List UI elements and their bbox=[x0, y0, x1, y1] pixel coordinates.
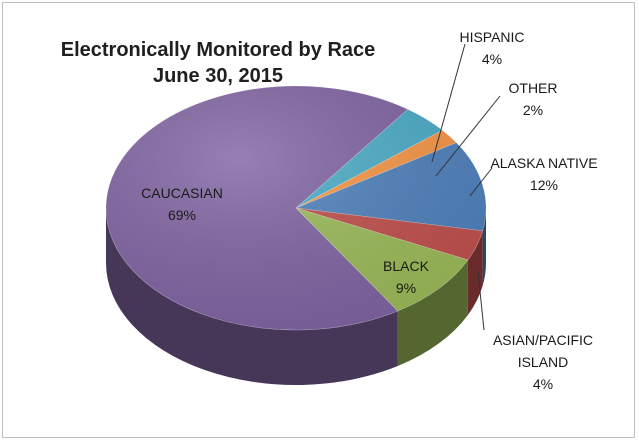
leader-line-asian-pacific-island bbox=[477, 271, 485, 331]
leader-line-alaska-native bbox=[469, 167, 493, 197]
pie-side-caucasian bbox=[106, 208, 398, 385]
data-label-asian-pacific-island: ASIAN/PACIFIC ISLAND 4% bbox=[493, 332, 593, 392]
data-label-alaska-native-line-2: 12% bbox=[530, 177, 558, 193]
data-label-black-line-1: BLACK bbox=[383, 258, 430, 274]
data-label-asian-pacific-island-line-2: ISLAND bbox=[518, 354, 569, 370]
data-label-caucasian: CAUCASIAN 69% bbox=[141, 185, 223, 223]
data-label-other: OTHER 2% bbox=[509, 80, 558, 118]
data-label-caucasian-line-2: 69% bbox=[168, 207, 196, 223]
data-label-black: BLACK 9% bbox=[383, 258, 430, 296]
leader-line-hispanic bbox=[431, 43, 466, 163]
data-label-alaska-native: ALASKA NATIVE 12% bbox=[490, 155, 597, 193]
data-label-alaska-native-line-1: ALASKA NATIVE bbox=[490, 155, 597, 171]
data-label-hispanic-line-2: 4% bbox=[482, 51, 502, 67]
chart-title-line-2: June 30, 2015 bbox=[153, 65, 283, 87]
data-label-hispanic-line-1: HISPANIC bbox=[459, 29, 524, 45]
data-label-hispanic: HISPANIC 4% bbox=[459, 29, 524, 67]
data-label-other-line-1: OTHER bbox=[509, 80, 558, 96]
leader-line-other bbox=[435, 95, 501, 177]
data-label-asian-pacific-island-line-1: ASIAN/PACIFIC bbox=[493, 332, 593, 348]
data-label-asian-pacific-island-line-3: 4% bbox=[533, 376, 553, 392]
data-label-caucasian-line-1: CAUCASIAN bbox=[141, 185, 223, 201]
chart-title-line-1: Electronically Monitored by Race bbox=[61, 39, 376, 61]
data-label-other-line-2: 2% bbox=[523, 102, 543, 118]
data-label-black-line-2: 9% bbox=[396, 280, 416, 296]
